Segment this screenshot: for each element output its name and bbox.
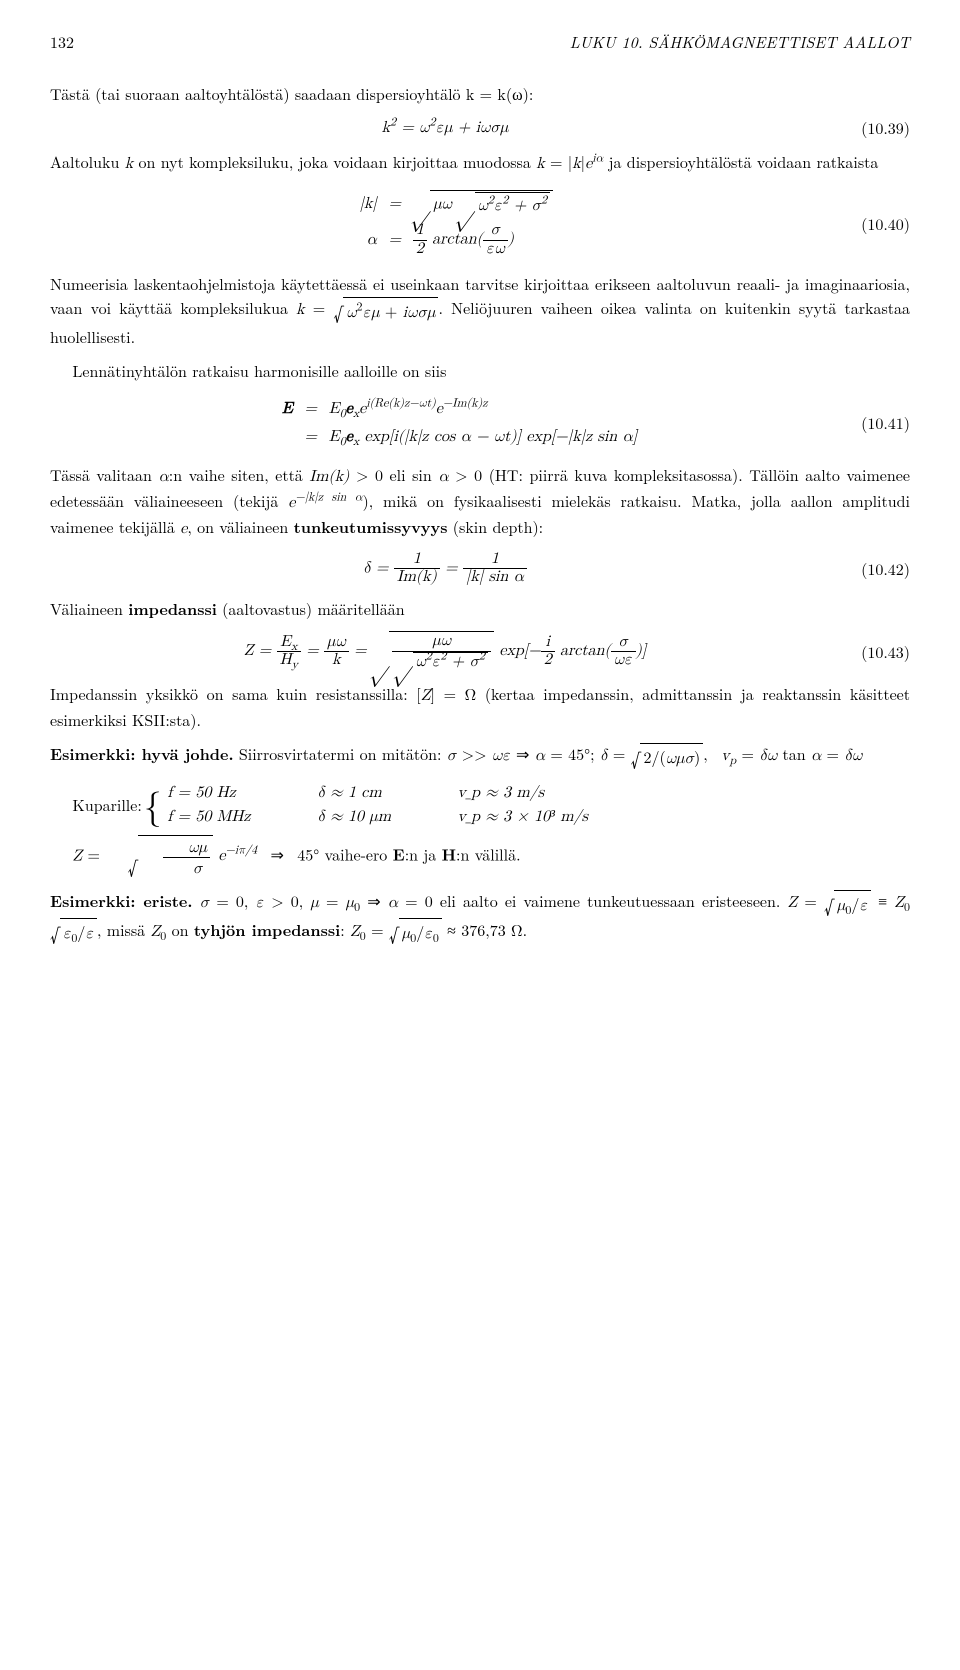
chapter-title: LUKU 10. SÄHKÖMAGNEETTISET AALLOT (570, 30, 910, 54)
table-row: f = 50 MHz δ ≈ 10 μm v_p ≈ 3 × 10³ m/s (167, 805, 637, 829)
page-number: 132 (50, 30, 74, 54)
example-2: Esimerkki: eriste. σ = 0, ε > 0, μ = μ0 … (50, 889, 910, 946)
copper-table: Kuparille: { f = 50 Hz δ ≈ 1 cm v_p ≈ 3 … (72, 781, 910, 829)
para-2: Aaltoluku k on nyt kompleksiluku, joka v… (50, 150, 910, 176)
page-header: 132 LUKU 10. SÄHKÖMAGNEETTISET AALLOT (50, 30, 910, 54)
para-1: Tästä (tai suoraan aaltoyhtälöstä) saada… (50, 82, 910, 106)
equation-10-43: Z = ExHy = μωk = √ μω √ω2ε2 + σ2 exp[−i2… (50, 631, 910, 672)
example-1: Esimerkki: hyvä johde. Siirrosvirtatermi… (50, 742, 910, 771)
equation-10-41: E = E0exei(Re(k)z−ωt)e−Im(k)z = E0ex exp… (50, 393, 910, 453)
para-7: Impedanssin yksikkö on sama kuin resista… (50, 682, 910, 732)
para-5: Tässä valitaan α:n vaihe siten, että Im(… (50, 463, 910, 541)
equation-10-39: k2 = ω2εμ + iωσμ (10.39) (50, 116, 910, 140)
para-6: Väliaineen impedanssi (aaltovastus) määr… (50, 597, 910, 621)
left-brace-icon: { (144, 787, 162, 822)
z-line: Z = √ωμσ e−iπ/4 ⇒ 45° vaihe-ero E:n ja H… (50, 835, 910, 879)
para-3: Numeerisia laskentaohjelmistoja käytettä… (50, 272, 910, 349)
para-4: Lennätinyhtälön ratkaisu harmonisille aa… (50, 359, 910, 383)
table-row: f = 50 Hz δ ≈ 1 cm v_p ≈ 3 m/s (167, 781, 637, 805)
equation-10-42: δ = 1Im(k) = 1|k| sin α (10.42) (50, 551, 910, 587)
equation-10-40: |k| = √μω √ω2ε2 + σ2 α = 12 arctan(σεω) … (50, 186, 910, 262)
